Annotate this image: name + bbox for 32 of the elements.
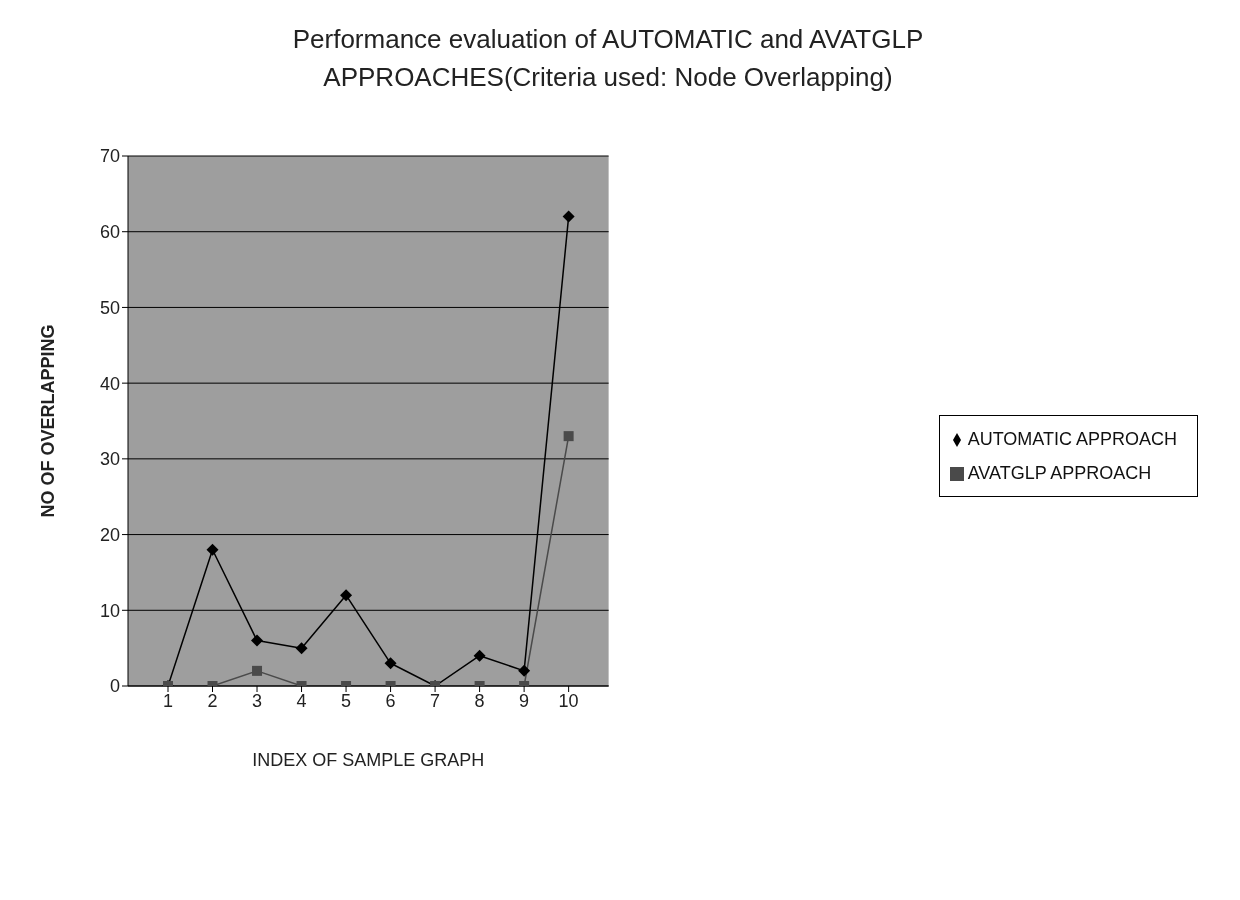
point	[206, 543, 219, 556]
x-tick-label: 2	[207, 690, 218, 711]
point	[340, 589, 353, 602]
x-tick-label: 6	[385, 690, 396, 711]
x-tick-label: 8	[474, 690, 485, 711]
point	[295, 642, 308, 655]
x-tick-label: 7	[430, 690, 441, 711]
x-tick-label: 1	[162, 690, 174, 711]
y-tick-label: 70	[99, 146, 120, 167]
point	[518, 664, 531, 677]
y-tick-label: 20	[99, 524, 120, 545]
x-tick-label: 3	[252, 690, 263, 711]
legend-label: AUTOMATIC APPROACH	[967, 429, 1177, 449]
x-tick-label: 4	[296, 690, 307, 711]
x-tick-label: 5	[341, 690, 352, 711]
y-axis-title: NO OF OVERLAPPING	[38, 324, 59, 518]
point	[473, 649, 486, 662]
x-axis-title: INDEX OF SAMPLE GRAPH	[252, 750, 485, 770]
legend-label: AVATGLP APPROACH	[967, 463, 1152, 483]
y-tick-label: 60	[99, 222, 120, 243]
y-tick-label: 30	[99, 449, 120, 470]
point	[251, 634, 264, 647]
y-tick-label: 50	[99, 297, 120, 318]
y-tick-label: 0	[109, 676, 120, 697]
x-tick-label: 10	[558, 690, 579, 711]
point	[252, 665, 263, 676]
point	[384, 657, 397, 670]
point	[563, 431, 574, 442]
x-tick-label: 9	[519, 690, 530, 711]
chart-title: Performance evaluation of AUTOMATIC and AVATGLP APPROACHES(Criteria used: Node Overlapping)	[291, 23, 925, 94]
y-tick-label: 40	[99, 373, 120, 394]
y-tick-label: 10	[99, 600, 120, 621]
